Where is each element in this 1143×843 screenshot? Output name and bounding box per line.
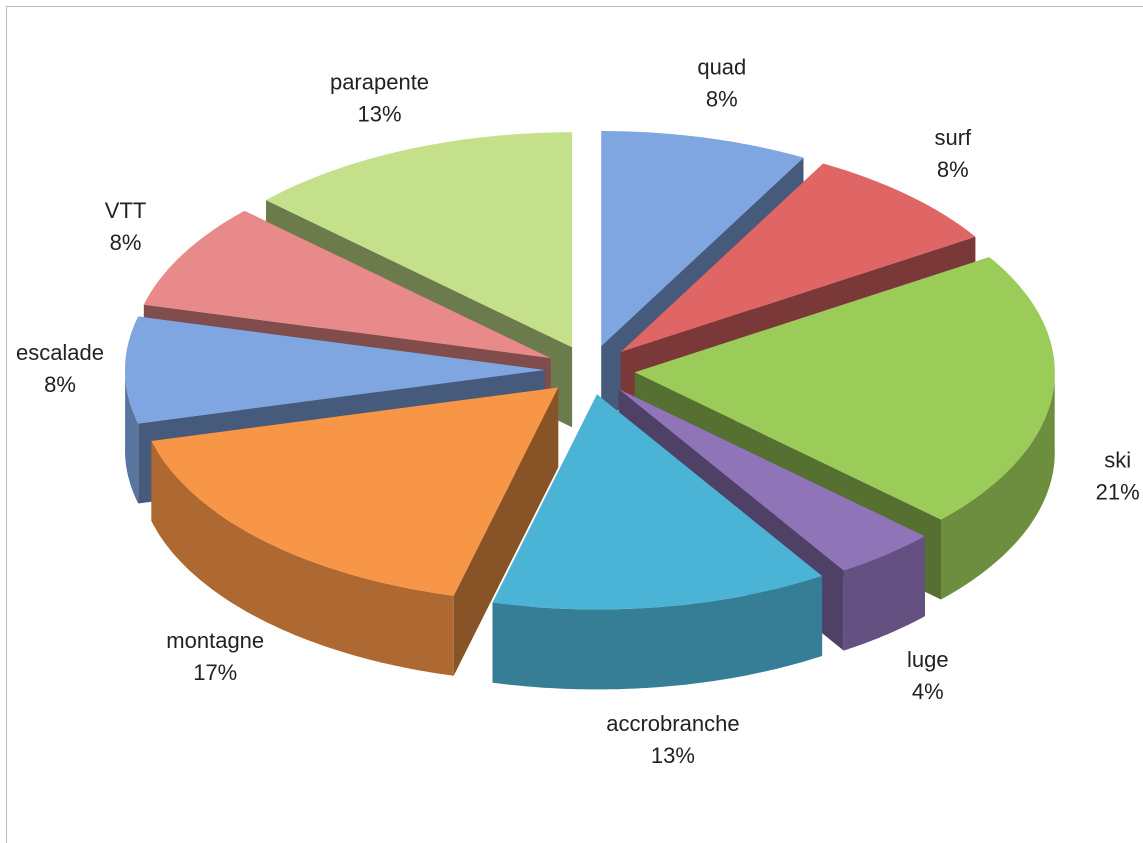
value-label: 8% bbox=[937, 157, 969, 182]
value-label: 8% bbox=[706, 86, 738, 111]
category-label: VTT bbox=[105, 198, 147, 223]
category-label: surf bbox=[934, 125, 972, 150]
value-label: 8% bbox=[110, 230, 142, 255]
category-label: montagne bbox=[166, 628, 264, 653]
value-label: 21% bbox=[1096, 480, 1140, 505]
value-label: 8% bbox=[44, 372, 76, 397]
slice-top bbox=[618, 389, 925, 571]
slice-top bbox=[634, 257, 1055, 520]
slice-top bbox=[492, 394, 823, 610]
value-label: 13% bbox=[651, 743, 695, 768]
slice-side bbox=[492, 576, 823, 690]
category-label: quad bbox=[697, 54, 746, 79]
slice-top bbox=[601, 131, 804, 346]
slice-top bbox=[125, 316, 545, 424]
category-label: escalade bbox=[16, 340, 104, 365]
slice-top bbox=[143, 210, 551, 359]
value-label: 4% bbox=[912, 679, 944, 704]
category-label: accrobranche bbox=[606, 711, 739, 736]
slice bbox=[492, 394, 823, 690]
slice-top bbox=[620, 163, 976, 352]
category-label: parapente bbox=[330, 69, 429, 94]
value-label: 17% bbox=[193, 660, 237, 685]
slice-side bbox=[941, 369, 1055, 600]
slice-top bbox=[151, 387, 559, 596]
category-label: luge bbox=[907, 647, 949, 672]
slice-side bbox=[151, 441, 454, 676]
value-label: 13% bbox=[357, 101, 401, 126]
slice-side bbox=[843, 536, 925, 651]
slice-top bbox=[266, 132, 573, 348]
slice bbox=[151, 387, 559, 676]
category-label: ski bbox=[1104, 448, 1131, 473]
slice-side bbox=[125, 366, 139, 504]
